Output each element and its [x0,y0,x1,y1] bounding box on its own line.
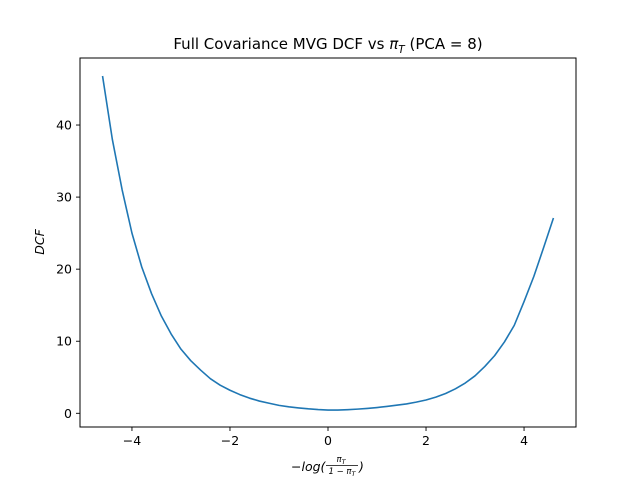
y-tick-label: 10 [56,334,72,349]
x-axis-label-numerator: πT [336,455,346,466]
y-tick-label: 30 [56,190,72,205]
x-axis-label-prefix: −log( [291,459,327,474]
plot-area-frame [79,57,577,428]
y-tick-label: 40 [56,118,72,133]
x-axis-label-numerator-sub: T [342,458,347,466]
x-tick-label: 4 [520,433,528,448]
y-axis-label: DCF [32,228,47,254]
chart-title-symbol: π [389,35,399,53]
x-axis-label-numerator-symbol: π [336,455,342,465]
chart-title-symbol-sub: T [398,44,406,56]
chart-title-suffix: (PCA = 8) [405,35,483,53]
x-tick-label: 2 [422,433,430,448]
x-tick-label: −2 [221,433,239,448]
dcf-series-line [101,75,555,411]
y-tick-label: 0 [64,406,72,421]
x-axis-label: −log( πT 1 − πT ) [291,455,364,478]
x-axis-label-denominator: 1 − πT [328,467,356,478]
chart-title: Full Covariance MVG DCF vs πT (PCA = 8) [173,35,482,56]
x-axis-ticks: −4 −2 0 2 4 [123,427,528,448]
x-tick-label: 0 [324,433,332,448]
y-tick-label: 20 [56,262,72,277]
y-axis-ticks: 0 10 20 30 40 [56,118,80,421]
x-tick-label: −4 [123,433,141,448]
x-axis-label-denominator-sub: T [352,470,357,478]
chart-title-prefix: Full Covariance MVG DCF vs [173,35,389,53]
x-axis-label-denominator-text: 1 − π [328,467,352,477]
x-axis-label-close: ) [358,459,364,474]
